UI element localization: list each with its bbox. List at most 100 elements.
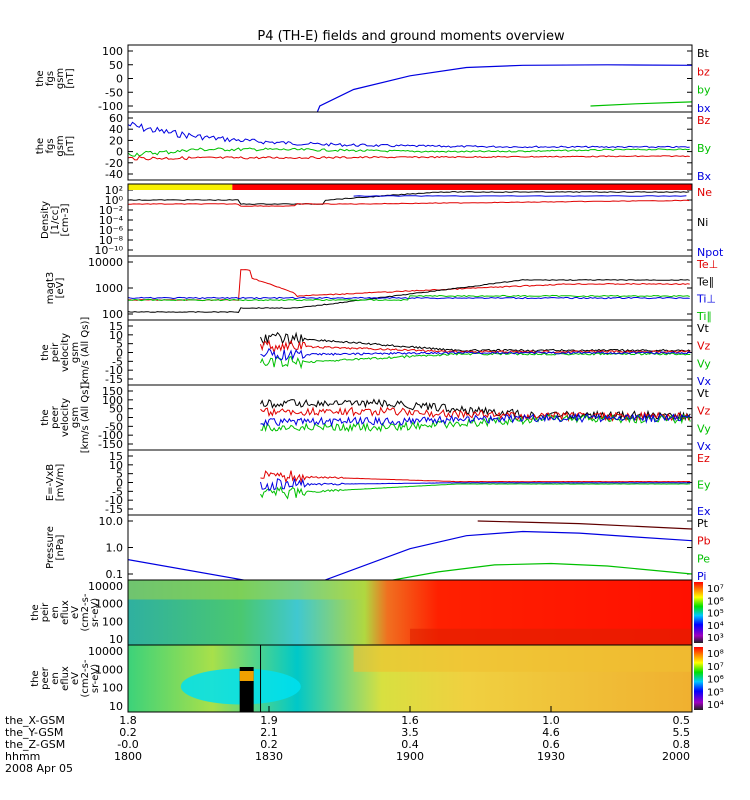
series-ti-par xyxy=(128,294,690,302)
ytick-label: 40 xyxy=(109,123,123,136)
ytick-label: -10 xyxy=(105,494,123,507)
time-row-value: 1.0 xyxy=(542,714,560,727)
time-row-value: 1.8 xyxy=(119,714,137,727)
ytick-label: 10 xyxy=(109,459,123,472)
ytick-label: 10⁰ xyxy=(105,194,124,207)
series-vz xyxy=(260,406,691,423)
ylabel-line: [km/s (All Qs)] xyxy=(80,317,91,389)
ylabel-line: sr-eV) xyxy=(90,664,101,693)
ytick-label: 0 xyxy=(116,73,123,86)
ylabel-line: [km/s (All Qs)] xyxy=(80,382,91,454)
ylabel-line: peer xyxy=(40,666,51,690)
time-row-value: 0.4 xyxy=(401,738,419,751)
panel-peir_spectrogram: the peir en eflux eV (cm2-s-sr-eV) 10000 1000 10… xyxy=(30,579,724,646)
ytick-label: 0 xyxy=(116,347,123,360)
time-row-value: 2.1 xyxy=(260,726,278,739)
ytick-label: -5 xyxy=(112,485,123,498)
ylabel-line: (cm2-s- xyxy=(80,593,91,631)
ytick-label: 10⁻² xyxy=(99,204,123,217)
panel-content xyxy=(128,645,692,712)
xtick-label: 1800 xyxy=(114,750,142,763)
series-by xyxy=(128,147,690,157)
ytick-label: 60 xyxy=(109,112,123,125)
ylabel-line: the xyxy=(40,409,51,425)
panel-content xyxy=(260,470,691,500)
ylabel-line: fgs xyxy=(45,138,56,153)
panel-peir_velocity: the peir velocity gsm [km/s (All Qs)] 151050-… xyxy=(40,317,712,389)
ytick-label: 100 xyxy=(102,45,123,58)
panel-content xyxy=(128,520,692,580)
legend-Pt: Pt xyxy=(697,517,709,530)
time-row-value: 0.5 xyxy=(673,714,691,727)
ylabel-line: the xyxy=(35,138,46,154)
ytick-label: 15 xyxy=(109,450,123,463)
colorbar-tick-label: 10⁶ xyxy=(707,596,724,607)
panel-content xyxy=(128,269,690,313)
xtick-label: 1830 xyxy=(255,750,283,763)
legend-Pe: Pe xyxy=(697,552,710,565)
panel-peer_velocity: the peer velocity gsm [km/s (All Qs)] 1501005… xyxy=(40,382,712,454)
ylabel-line: eflux xyxy=(60,666,71,691)
series-ne xyxy=(128,199,690,207)
ytick-label: -50 xyxy=(105,86,123,99)
ytick-label: -40 xyxy=(105,168,123,181)
colorbar-tick-label: 10⁷ xyxy=(707,662,724,673)
ytick-label: -100 xyxy=(98,100,123,113)
ytick-label: 100 xyxy=(102,682,123,695)
flag-bar-yellow xyxy=(128,184,233,190)
ytick-label: -10 xyxy=(105,364,123,377)
ytick-label: 10⁻⁴ xyxy=(99,214,124,227)
panel-content xyxy=(128,580,692,645)
ylabel-line: [eV] xyxy=(55,278,66,299)
colorbar xyxy=(694,647,703,710)
ylabel-line: [mV/m] xyxy=(55,464,66,502)
panel-peer_spectrogram: the peer en eflux eV (cm2-s-sr-eV) 10000 1000 10… xyxy=(30,644,724,713)
ytick-label: 10000 xyxy=(88,256,123,269)
panel-content xyxy=(260,398,691,433)
panel-content xyxy=(260,331,691,370)
colorbar-tick-label: 10⁵ xyxy=(707,687,724,698)
panel-content xyxy=(128,121,690,161)
ylabel-line: eV xyxy=(70,672,81,685)
ytick-label: 0 xyxy=(116,412,123,425)
time-row-label: the_Y-GSM xyxy=(5,726,63,739)
ytick-label: 10² xyxy=(105,184,123,197)
series-vz xyxy=(260,470,691,484)
ylabel-line: (cm2-s- xyxy=(80,659,91,697)
ytick-label: 50 xyxy=(109,59,123,72)
ytick-label: -100 xyxy=(98,429,123,442)
time-row-value: 4.6 xyxy=(542,726,560,739)
legend-Bt: Bt xyxy=(697,47,710,60)
time-row-value: 1.6 xyxy=(401,714,419,727)
legend-by: by xyxy=(697,84,711,97)
ytick-label: 10 xyxy=(109,700,123,713)
panel-frame xyxy=(127,255,693,321)
ytick-label: 20 xyxy=(109,134,123,147)
chart-title: P4 (TH-E) fields and ground moments over… xyxy=(257,29,565,44)
ytick-label: 10 xyxy=(109,329,123,342)
legend-Vx: Vx xyxy=(697,440,712,453)
series-ni xyxy=(128,191,690,205)
ytick-label: 1.0 xyxy=(106,542,124,555)
panel-temperature: magt3 [eV] 10000 1000 100 Te⊥ Te∥ Ti⊥ Ti∥ xyxy=(45,255,718,323)
ytick-label: 1000 xyxy=(95,598,123,611)
legend-Vy: Vy xyxy=(697,357,711,370)
ylabel-line: gsm xyxy=(70,342,81,363)
time-row-value: 0.6 xyxy=(542,738,560,751)
series-bx xyxy=(128,121,690,149)
ylabel-line: [1/cc] xyxy=(50,206,61,235)
ytick-label: 10⁻⁶ xyxy=(99,224,124,237)
panel-frame xyxy=(127,183,693,257)
ytick-label: 0 xyxy=(116,146,123,159)
series-te-par xyxy=(128,279,690,313)
legend-Bx: Bx xyxy=(697,170,712,183)
legend-Te⊥: Te⊥ xyxy=(696,258,718,271)
series-vx xyxy=(260,412,691,428)
legend-Vt: Vt xyxy=(697,387,710,400)
series-pt xyxy=(477,520,692,530)
colorbar-tick-label: 10⁷ xyxy=(707,584,724,595)
colorbar-tick-label: 10⁴ xyxy=(707,700,724,711)
series-vt xyxy=(260,331,691,352)
